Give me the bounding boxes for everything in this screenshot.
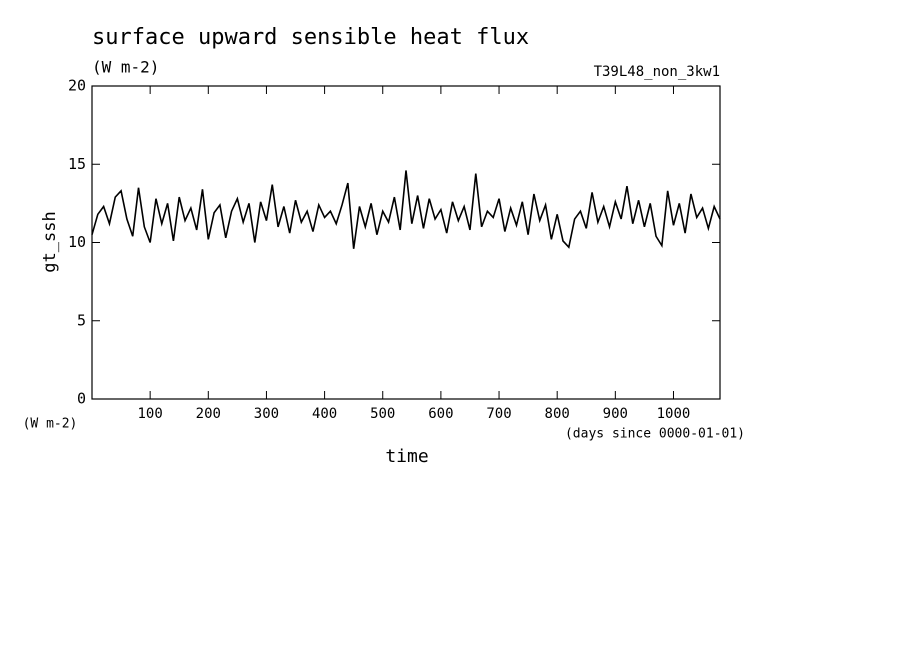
x-tick-label: 500 (370, 406, 395, 422)
y-tick-label: 0 (77, 390, 86, 408)
y-tick-label: 20 (68, 77, 86, 95)
chart-title: surface upward sensible heat flux (92, 25, 529, 50)
y-axis-label: gt_ssh (40, 211, 60, 272)
x-tick-label: 600 (428, 406, 453, 422)
x-unit: (days since 0000-01-01) (565, 427, 745, 442)
run-label: T39L48_non_3kw1 (594, 64, 720, 80)
y-tick-label: 15 (68, 155, 86, 173)
x-tick-label: 400 (312, 406, 337, 422)
x-tick-label: 900 (603, 406, 628, 422)
x-axis-label: time (385, 446, 428, 467)
x-tick-label: 200 (196, 406, 221, 422)
x-tick-label: 300 (254, 406, 279, 422)
x-tick-label: 700 (486, 406, 511, 422)
y-tick-label: 5 (77, 311, 86, 329)
data-line (91, 170, 721, 249)
y-unit: (W m-2) (23, 417, 78, 432)
x-tick-label: 100 (137, 406, 162, 422)
plot-frame (91, 85, 721, 400)
chart-subtitle: (W m-2) (92, 58, 159, 77)
x-tick-label: 800 (545, 406, 570, 422)
x-tick-label: 1000 (657, 406, 691, 422)
y-tick-label: 10 (68, 233, 86, 251)
